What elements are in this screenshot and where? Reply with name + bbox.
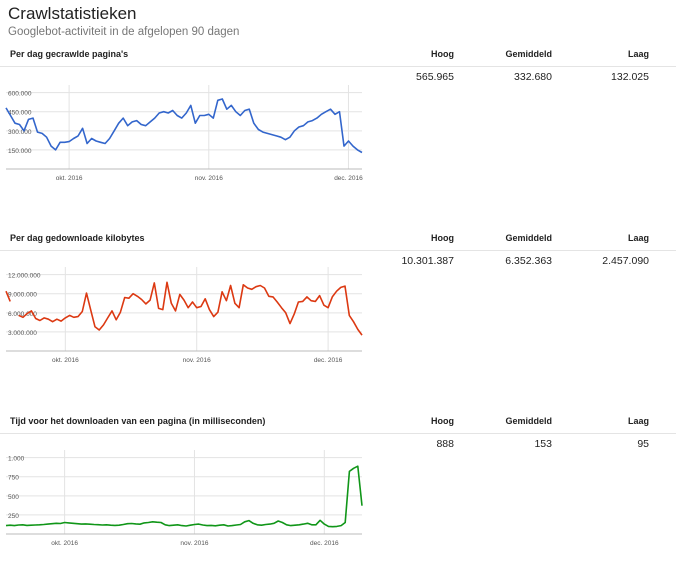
- section-title: Per dag gedownloade kilobytes: [10, 233, 145, 243]
- page-title: Crawlstatistieken: [8, 4, 137, 23]
- section-header: Per dag gecrawlde pagina's Hoog Gemiddel…: [0, 44, 676, 67]
- value-gemiddeld: 332.680: [514, 71, 552, 83]
- column-header-hoog: Hoog: [431, 233, 454, 243]
- section-header: Per dag gedownloade kilobytes Hoog Gemid…: [0, 228, 676, 251]
- downloaded-kilobytes-chart: 12.000.000 9.000.000 6.000.000 3.000.000 okt…: [0, 265, 370, 367]
- y-tick-label: 600.000: [8, 91, 32, 98]
- value-laag: 2.457.090: [602, 255, 649, 267]
- download-time-section: Tijd voor het downloaden van een pagina …: [0, 411, 676, 561]
- y-tick-label: 450.000: [8, 110, 32, 117]
- x-tick-label: dec. 2016: [334, 175, 363, 182]
- column-header-gemiddeld: Gemiddeld: [505, 416, 552, 426]
- downloaded-kilobytes-section: Per dag gedownloade kilobytes Hoog Gemid…: [0, 228, 676, 378]
- y-tick-label: 1.000: [8, 456, 25, 463]
- column-header-gemiddeld: Gemiddeld: [505, 233, 552, 243]
- x-tick-label: nov. 2016: [195, 175, 223, 182]
- y-tick-label: 300.000: [8, 129, 32, 136]
- series-line: [5, 465, 363, 528]
- y-tick-label: 250: [8, 513, 19, 520]
- value-gemiddeld: 6.352.363: [505, 255, 552, 267]
- value-hoog: 888: [436, 438, 454, 450]
- line-chart: 1.000 750 500 250 okt. 2016 nov. 2016 dec. 201…: [5, 450, 363, 547]
- x-tick-label: nov. 2016: [180, 540, 208, 547]
- section-title: Per dag gecrawlde pagina's: [10, 49, 129, 59]
- x-tick-label: okt. 2016: [56, 175, 83, 182]
- column-header-laag: Laag: [627, 233, 649, 243]
- value-laag: 132.025: [611, 71, 649, 83]
- section-title: Tijd voor het downloaden van een pagina …: [10, 416, 266, 426]
- x-tick-label: nov. 2016: [183, 357, 211, 364]
- series-line: [5, 98, 363, 154]
- column-header-hoog: Hoog: [431, 416, 454, 426]
- crawled-pages-section: Per dag gecrawlde pagina's Hoog Gemiddel…: [0, 44, 676, 194]
- column-header-hoog: Hoog: [431, 49, 454, 59]
- x-tick-label: dec. 2016: [314, 357, 343, 364]
- x-tick-label: dec. 2016: [310, 540, 339, 547]
- line-chart: 12.000.000 9.000.000 6.000.000 3.000.000 okt…: [5, 267, 363, 364]
- series-line: [5, 281, 363, 336]
- y-tick-label: 3.000.000: [8, 330, 37, 337]
- column-header-gemiddeld: Gemiddeld: [505, 49, 552, 59]
- y-tick-label: 6.000.000: [8, 311, 37, 318]
- y-tick-label: 750: [8, 475, 19, 482]
- download-time-chart: 1.000 750 500 250 okt. 2016 nov. 2016 dec. 201…: [0, 448, 370, 550]
- y-tick-label: 150.000: [8, 148, 32, 155]
- value-hoog: 565.965: [416, 71, 454, 83]
- y-tick-label: 500: [8, 494, 19, 501]
- crawled-pages-chart: 600.000 450.000 300.000 150.000 okt. 2016 nov…: [0, 83, 370, 185]
- x-tick-label: okt. 2016: [51, 540, 78, 547]
- section-header: Tijd voor het downloaden van een pagina …: [0, 411, 676, 434]
- line-chart: 600.000 450.000 300.000 150.000 okt. 2016 nov…: [5, 85, 363, 182]
- x-tick-label: okt. 2016: [52, 357, 79, 364]
- value-gemiddeld: 153: [534, 438, 552, 450]
- y-tick-label: 9.000.000: [8, 292, 37, 299]
- y-tick-label: 12.000.000: [8, 273, 41, 280]
- value-laag: 95: [637, 438, 649, 450]
- value-hoog: 10.301.387: [401, 255, 454, 267]
- column-header-laag: Laag: [627, 49, 649, 59]
- page-subtitle: Googlebot-activiteit in de afgelopen 90 …: [8, 26, 240, 38]
- column-header-laag: Laag: [627, 416, 649, 426]
